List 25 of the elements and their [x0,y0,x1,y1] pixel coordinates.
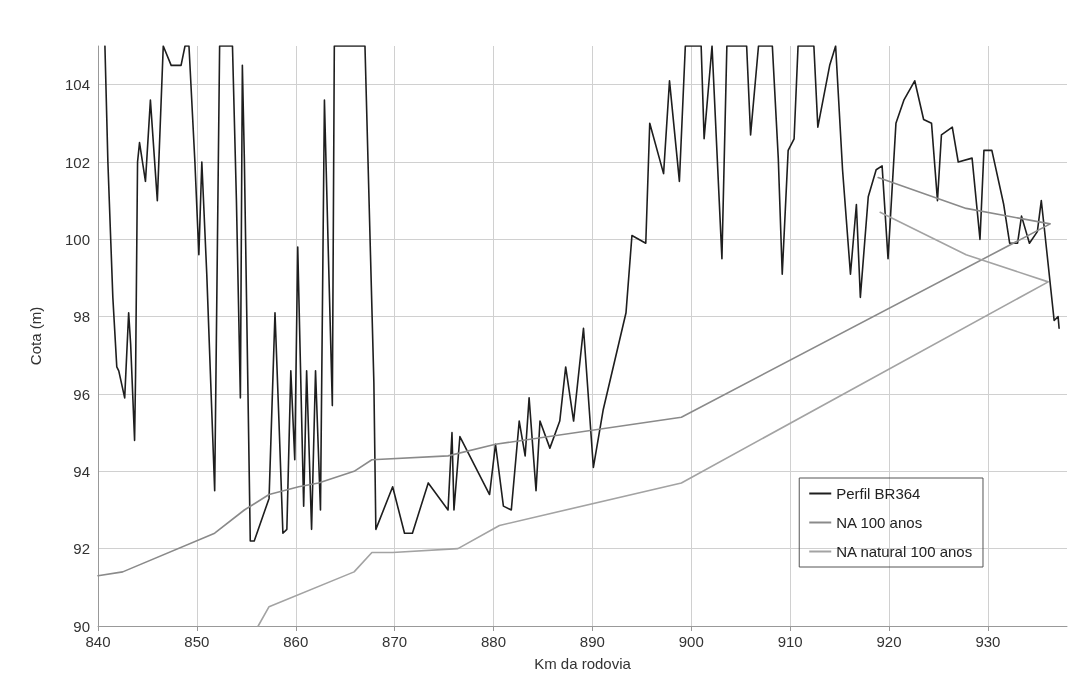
legend-label: NA natural 100 anos [836,543,973,560]
x-tick-label: 840 [85,633,111,650]
legend-label: Perfil BR364 [836,485,921,502]
y-tick-label: 92 [73,540,90,558]
x-tick-label: 890 [579,633,605,650]
y-tick-label: 104 [64,76,90,94]
line-series [104,45,1060,542]
x-axis-title: Km da rodovia [534,655,632,672]
x-tick-label: 870 [382,633,408,650]
x-tick-label: 860 [283,633,309,650]
line-series [97,176,1051,577]
y-tick-label: 96 [73,385,90,403]
x-tick-label: 920 [876,633,902,650]
legend-label: NA 100 anos [836,514,923,531]
x-tick-label: 930 [975,633,1001,650]
y-tick-label: 94 [73,462,90,480]
y-tick-label: 98 [73,308,90,326]
x-tick-label: 900 [678,633,704,650]
y-axis-title: Cota (m) [27,306,44,366]
x-tick-label: 850 [184,633,210,650]
y-tick-label: 90 [73,617,90,635]
y-tick-label: 102 [64,153,90,171]
y-tick-label: 100 [64,230,90,248]
x-tick-label: 880 [480,633,507,650]
x-tick-label: 910 [777,633,803,650]
